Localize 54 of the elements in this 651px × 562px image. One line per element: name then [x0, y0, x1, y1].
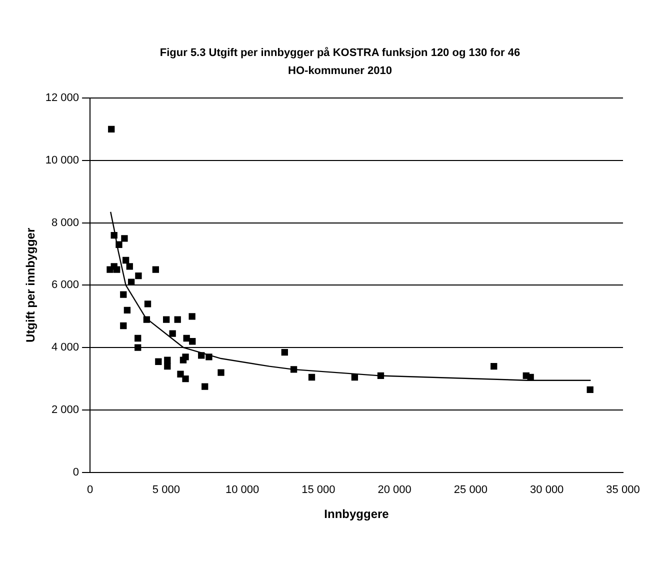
x-tick-label: 35 000 [606, 484, 640, 496]
point [189, 338, 196, 345]
point [206, 354, 212, 360]
x-tick-label: 20 000 [378, 484, 412, 496]
point [308, 374, 316, 381]
point [122, 256, 130, 264]
y-tick-label: 10 000 [45, 154, 80, 166]
point [108, 126, 115, 133]
y-tick-label: 4 000 [52, 342, 80, 354]
x-tick-label: 0 [86, 484, 94, 496]
point [188, 313, 196, 320]
y-tick-label: 6 000 [52, 279, 80, 292]
point [169, 330, 176, 337]
point [586, 386, 594, 394]
chart-title: Figur 5.3 Utgift per innbygger på KOSTRA funksjon 120 og 130 for 46 HO-kommuner 2010 [158, 46, 522, 79]
x-tick-label: 25 000 [454, 484, 488, 496]
point [182, 375, 189, 382]
point [135, 272, 142, 280]
point [155, 358, 162, 365]
point [164, 356, 171, 364]
point [106, 266, 114, 273]
x-tick-label: 10 000 [225, 484, 260, 496]
point [177, 370, 184, 378]
point [164, 362, 171, 370]
point [152, 266, 160, 273]
point [120, 291, 127, 298]
point [202, 383, 208, 390]
point [351, 374, 358, 381]
point [218, 369, 224, 376]
point [183, 334, 190, 342]
point [120, 322, 127, 330]
point [174, 316, 181, 323]
y-tick-label: 0 [72, 466, 80, 478]
point [121, 235, 128, 242]
x-tick-label: 30 000 [530, 484, 564, 496]
point [124, 306, 131, 314]
point [490, 362, 498, 370]
y-axis-title: Utgift per innbygger [24, 228, 38, 343]
x-tick-label: 15 000 [302, 484, 336, 496]
point [281, 348, 288, 356]
x-tick-label: 5 000 [152, 484, 180, 496]
point [128, 278, 135, 286]
point [134, 334, 142, 342]
point [182, 354, 189, 360]
point [126, 263, 133, 270]
y-tick-label: 12 000 [45, 92, 80, 104]
y-tick-label: 2 000 [52, 404, 80, 416]
point [163, 316, 170, 323]
point [527, 374, 534, 381]
point [144, 300, 152, 308]
point [134, 344, 142, 351]
x-axis-title: Innbyggere [324, 507, 390, 522]
point [114, 266, 120, 273]
y-tick-label: 8 000 [52, 216, 80, 229]
